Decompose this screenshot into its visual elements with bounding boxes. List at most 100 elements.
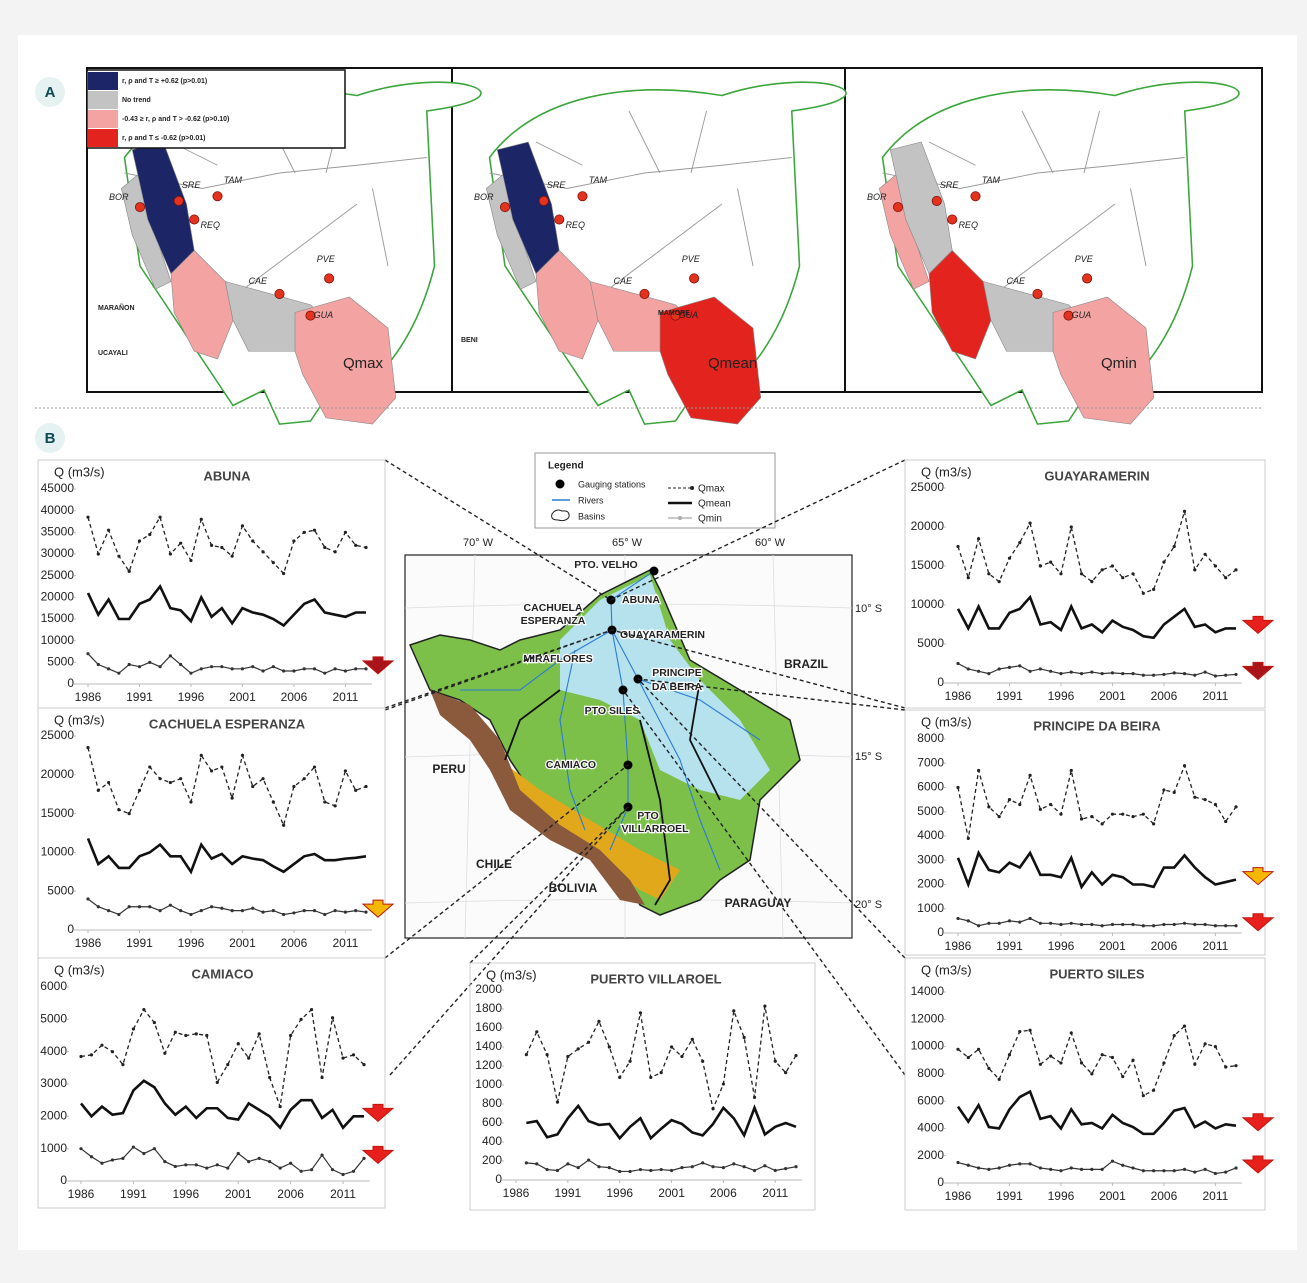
point (127, 569, 131, 573)
x-tick-label: 1996 (178, 690, 205, 704)
point (1172, 671, 1176, 675)
point (209, 665, 214, 669)
point (137, 905, 142, 909)
point (354, 788, 358, 792)
y-tick-label: 1400 (475, 1039, 502, 1053)
station-label: PRINCIPE (652, 667, 702, 679)
series-line (956, 594, 1236, 640)
station-label: TAM (982, 175, 1001, 185)
point (1193, 568, 1197, 572)
y-tick-label: 35000 (41, 525, 75, 539)
point (354, 543, 358, 547)
point (127, 905, 131, 909)
point (1028, 1162, 1032, 1166)
point (106, 528, 111, 532)
x-tick-label: 1986 (945, 1189, 972, 1203)
point (271, 909, 275, 913)
point (680, 1166, 684, 1170)
point (309, 1008, 314, 1012)
series-line (956, 1089, 1237, 1136)
y-tick-label: 8000 (917, 731, 944, 745)
y-tick-label: 20000 (911, 519, 945, 533)
latitude-label: 15° S (855, 751, 882, 763)
point (1049, 1054, 1053, 1058)
y-tick-label: 10000 (911, 597, 945, 611)
station-dot (538, 195, 549, 206)
map-title: Qmin (1101, 355, 1137, 372)
point (261, 910, 265, 914)
point (251, 665, 255, 669)
x-tick-label: 1991 (996, 939, 1023, 953)
y-tick-label: 30000 (41, 546, 75, 560)
point (732, 1162, 736, 1166)
point (257, 1156, 261, 1160)
station-label: TAM (589, 175, 608, 185)
station-label: REQ (200, 220, 220, 230)
point (89, 1155, 94, 1159)
point (1234, 672, 1238, 677)
point (1079, 817, 1084, 821)
point (292, 784, 296, 789)
y-tick-label: 5000 (917, 636, 944, 650)
point (330, 1016, 335, 1020)
point (742, 1035, 746, 1040)
point (209, 543, 214, 547)
point (1131, 815, 1135, 819)
legend-label: -0.43 ≥ r, ρ and T > -0.62 (p>0.10) (122, 116, 229, 123)
station-label: PVE (682, 254, 701, 264)
point (976, 669, 981, 673)
point (1131, 672, 1135, 676)
point (1069, 921, 1073, 925)
point (997, 667, 1001, 671)
point (163, 1160, 167, 1164)
y-tick-label: 0 (67, 922, 74, 936)
y-axis-label: Q (m3/s) (54, 464, 105, 479)
point (711, 1165, 715, 1169)
point (96, 552, 100, 556)
legend-swatch (88, 91, 118, 109)
point (1141, 591, 1145, 595)
point (576, 1166, 580, 1170)
panel-badge (35, 77, 65, 107)
point (142, 1151, 146, 1156)
point (732, 1009, 736, 1013)
point (247, 1056, 251, 1060)
point (189, 558, 193, 563)
point (956, 661, 960, 666)
station-label: ABUNA (622, 594, 660, 606)
latitude-label: 20° S (855, 899, 882, 911)
point (1079, 572, 1084, 576)
series-line (957, 511, 1237, 595)
station (649, 566, 659, 576)
x-tick-label: 1996 (1048, 689, 1075, 703)
point (1110, 1159, 1115, 1163)
point (257, 1032, 261, 1036)
point (1121, 672, 1125, 676)
point (220, 906, 224, 910)
point (1018, 664, 1022, 668)
trend-map: BOR SRE TAM REQ PVE CAE GUA Qmin (867, 81, 1240, 425)
x-tick-label: 1991 (555, 1186, 582, 1200)
point (1079, 1167, 1084, 1171)
station-dot (1082, 273, 1093, 284)
y-tick-label: 25000 (41, 728, 75, 742)
y-tick-label: 0 (937, 1175, 944, 1189)
point (1069, 525, 1073, 529)
trend-region (659, 296, 762, 425)
station-label: BOR (109, 192, 129, 202)
point (343, 769, 348, 773)
y-tick-label: 10000 (911, 1039, 945, 1053)
point (226, 1063, 230, 1067)
x-tick-label: 2006 (1151, 689, 1178, 703)
river-label: BENI (461, 337, 478, 344)
point (179, 909, 183, 913)
y-tick-label: 10000 (41, 633, 75, 647)
point (1152, 587, 1156, 592)
point (987, 1167, 991, 1171)
legend-items: r, ρ and T ≥ +0.62 (p>0.01) No trend -0.43… (88, 72, 229, 147)
x-tick-label: 1986 (75, 690, 102, 704)
point (763, 1164, 767, 1168)
andes (430, 690, 645, 905)
point (566, 1054, 570, 1059)
point (618, 1075, 622, 1079)
